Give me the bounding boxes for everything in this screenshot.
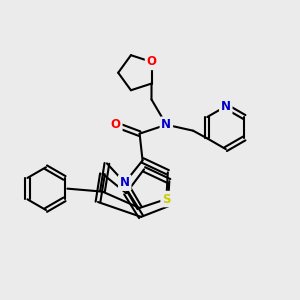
Text: N: N bbox=[120, 176, 130, 189]
Text: N: N bbox=[161, 118, 171, 131]
Text: O: O bbox=[146, 56, 157, 68]
Text: O: O bbox=[111, 118, 121, 131]
Text: S: S bbox=[162, 193, 171, 206]
Text: N: N bbox=[221, 100, 231, 113]
